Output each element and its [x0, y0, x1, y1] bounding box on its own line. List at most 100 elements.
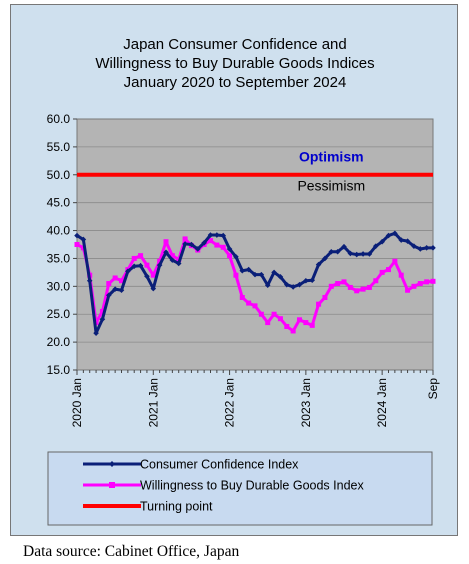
series-confidence-point [372, 243, 379, 249]
series-confidence-point [271, 269, 277, 276]
series-willingness-point [246, 300, 252, 306]
series-willingness-point [309, 322, 315, 328]
series-willingness-point [258, 311, 264, 317]
y-axis-ticks: 15.0 20.0 25.0 30.0 35.0 40.0 45.0 50.0 55.0 60.0 [47, 112, 77, 377]
series-confidence-point [150, 285, 157, 292]
series-confidence-point [283, 281, 290, 288]
x-tick-label: 2020 Jan [70, 378, 84, 427]
legend-entries: Consumer Confidence Index Willingness to … [83, 458, 364, 514]
legend-confidence-label: Consumer Confidence Index [140, 458, 299, 472]
series-confidence-point [290, 284, 296, 290]
series-confidence-point [169, 257, 176, 263]
series-confidence-point [341, 243, 347, 250]
legend-confidence-marker [109, 461, 115, 467]
series-confidence-point [239, 267, 246, 274]
x-axis-ticks: 2020 Jan 2021 Jan 2022 Jan 2023 Jan 2024 Jan… [70, 370, 440, 427]
series-confidence-point [207, 232, 214, 238]
series-confidence-point [385, 232, 392, 239]
series-confidence-point [182, 241, 188, 247]
series-confidence-point [430, 245, 436, 251]
series-willingness-point [112, 275, 118, 281]
x-tick-label: 2023 Jan [299, 378, 313, 427]
series-confidence-point [334, 248, 341, 255]
legend-willingness-marker [109, 482, 115, 488]
annotation-optimism: Optimism [299, 148, 364, 164]
series-confidence-point [80, 236, 87, 243]
series-willingness-point [157, 258, 163, 264]
series-confidence-point [105, 292, 112, 299]
series-confidence-point [353, 251, 360, 258]
series-willingness-point [220, 244, 226, 250]
series-confidence-point [226, 246, 233, 252]
series-confidence-point [423, 245, 430, 251]
series-confidence-point [194, 246, 201, 252]
series-confidence-point [258, 271, 265, 278]
series-willingness-point [335, 281, 341, 287]
series-confidence-point [175, 260, 182, 267]
series-willingness-point [341, 279, 347, 285]
series-willingness-point [284, 323, 290, 329]
chart-svg: Japan Consumer Confidence and Willingness… [47, 36, 440, 526]
series-confidence-point [188, 241, 195, 248]
series-willingness-point [106, 281, 112, 287]
series-willingness-point [354, 288, 360, 294]
series-willingness-point [411, 283, 417, 289]
series-confidence-point [360, 251, 366, 257]
series-willingness-point [366, 284, 372, 290]
series-willingness-point [405, 287, 411, 293]
x-tick-label: 2021 Jan [146, 378, 160, 427]
series-willingness-point [386, 267, 391, 273]
legend-turning-point-label: Turning point [140, 500, 213, 514]
chart-title-line: Japan Consumer Confidence and [123, 36, 346, 53]
series-willingness-point [303, 320, 309, 326]
chart-title: Japan Consumer Confidence and Willingness… [95, 36, 374, 91]
series-confidence-point [404, 238, 411, 244]
chart-title-line: Willingness to Buy Durable Goods Indices [95, 55, 374, 72]
series-lines [74, 172, 436, 336]
y-tick-label: 30.0 [47, 279, 71, 293]
series-confidence-point [398, 237, 405, 243]
plot-area [76, 118, 434, 371]
series-willingness-point [99, 308, 105, 314]
chart-frame: Japan Consumer Confidence and Willingness… [10, 4, 458, 560]
series-willingness-point [316, 301, 322, 307]
series-willingness-point [182, 236, 188, 242]
series-confidence-point [156, 262, 163, 268]
y-tick-label: 55.0 [47, 140, 71, 154]
series-confidence-point [112, 286, 118, 292]
series-confidence-point [296, 281, 303, 288]
series-confidence-point [417, 246, 424, 252]
series-confidence-point [86, 277, 93, 284]
series-confidence-point [125, 268, 131, 275]
series-willingness-point [169, 253, 175, 259]
series-confidence-point [366, 251, 373, 257]
series-willingness-point [322, 294, 328, 300]
series-confidence-point [379, 238, 385, 245]
series-confidence-point [99, 316, 106, 323]
x-tick-label: Sep [426, 378, 440, 400]
series-willingness-point [144, 262, 150, 268]
series-willingness-point [290, 328, 296, 334]
series-willingness-point [163, 239, 169, 245]
series-confidence-point [411, 243, 417, 249]
y-tick-label: 60.0 [47, 112, 71, 126]
y-tick-label: 35.0 [47, 251, 71, 265]
legend-willingness-label: Willingness to Buy Durable Goods Index [140, 479, 364, 493]
series-confidence-point [315, 261, 322, 268]
series-confidence-point [74, 232, 80, 239]
series-confidence-point [303, 277, 309, 284]
series-confidence-point [233, 253, 239, 260]
series-confidence-point [137, 262, 144, 269]
series-confidence-point [220, 232, 227, 239]
series-willingness-point [208, 238, 213, 244]
series-confidence-point [118, 287, 125, 294]
series-willingness-point [373, 278, 379, 284]
series-confidence-point [322, 255, 328, 262]
y-tick-label: 50.0 [47, 168, 71, 182]
y-tick-label: 15.0 [47, 363, 71, 377]
series-confidence-point [252, 271, 258, 278]
series-confidence-point [201, 240, 207, 246]
series-willingness-point [347, 284, 353, 290]
y-tick-label: 45.0 [47, 196, 71, 210]
series-willingness-point [131, 255, 137, 261]
